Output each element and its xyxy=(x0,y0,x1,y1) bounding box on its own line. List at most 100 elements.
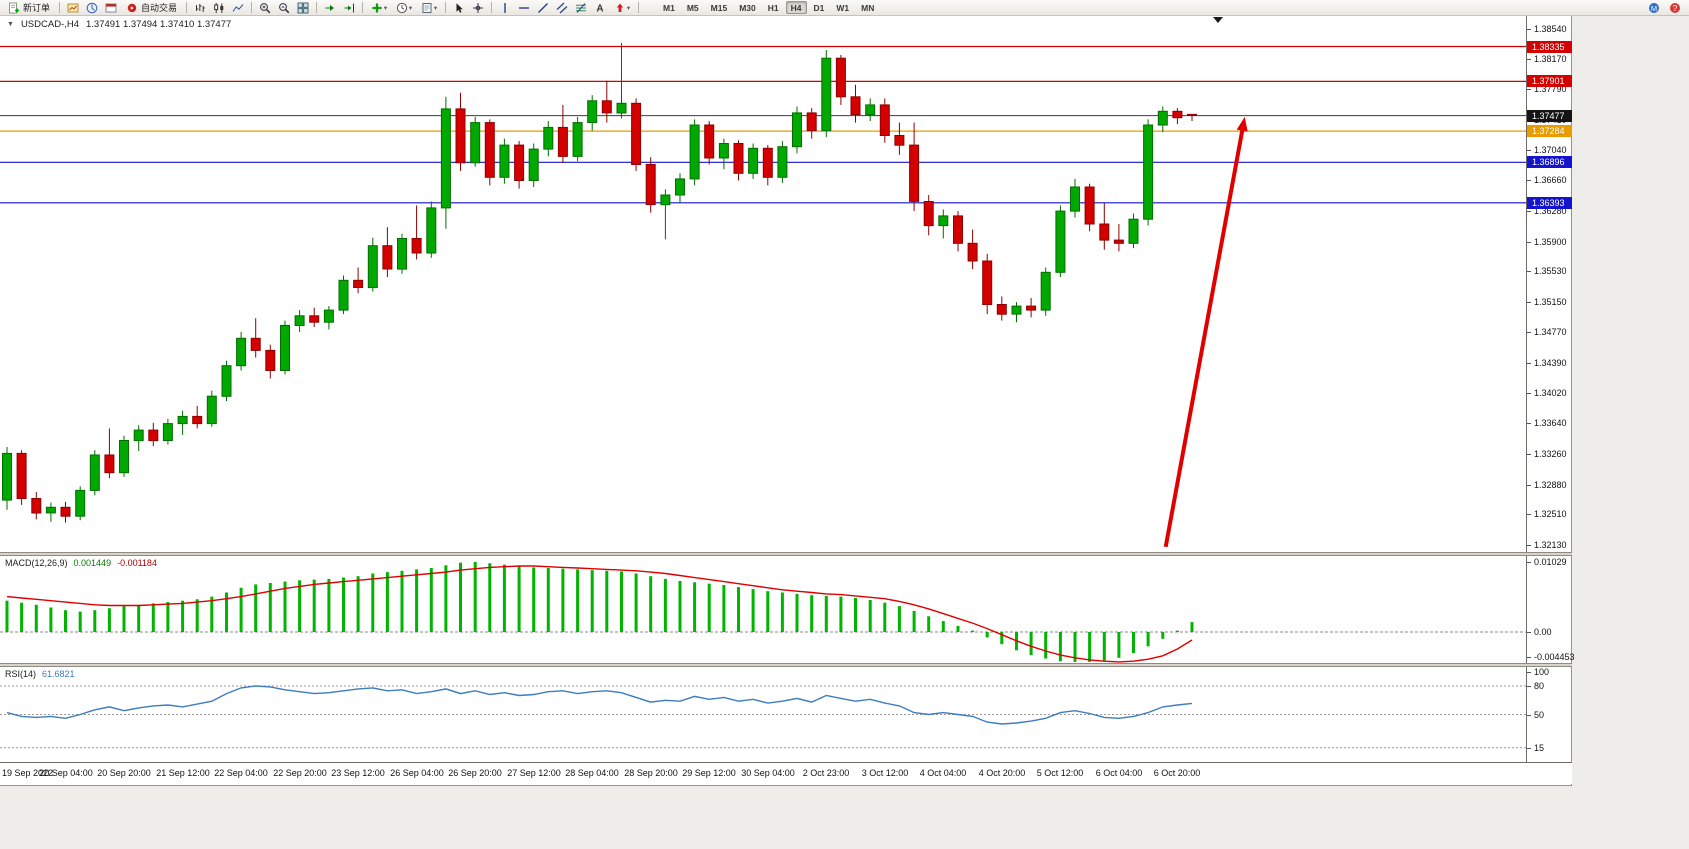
svg-text:A: A xyxy=(596,3,603,13)
timeframe-m30-button[interactable]: M30 xyxy=(734,1,761,14)
draw-text-button[interactable]: A xyxy=(591,1,609,15)
macd-name: MACD(12,26,9) xyxy=(5,558,68,568)
help-button[interactable]: ? xyxy=(1666,1,1684,15)
new-order-icon xyxy=(8,2,20,14)
candle-chart-mode-button[interactable] xyxy=(210,1,228,15)
macd-scale[interactable]: 0.01029 0.00 -0.004453 xyxy=(1526,556,1575,663)
draw-trendline-button[interactable] xyxy=(534,1,552,15)
timeframe-m15-button[interactable]: M15 xyxy=(706,1,733,14)
time-label: 29 Sep 12:00 xyxy=(682,768,736,778)
templates-icon xyxy=(421,2,433,14)
auto-scroll-button[interactable] xyxy=(321,1,339,15)
chart-window-usdcad: ▼ USDCAD-,H4 1.37491 1.37494 1.37410 1.3… xyxy=(0,16,1575,786)
price-tick: 1.34390 xyxy=(1527,359,1567,368)
macd-panel[interactable]: MACD(12,26,9) 0.001449 -0.001184 xyxy=(0,556,1526,663)
tile-windows-button[interactable] xyxy=(294,1,312,15)
timeframe-d1-button[interactable]: D1 xyxy=(809,1,830,14)
price-level-badge: 1.37477 xyxy=(1527,110,1572,122)
zoom-in-icon xyxy=(259,2,271,14)
price-level-badge: 1.36896 xyxy=(1527,156,1572,168)
macd-tick: 0.00 xyxy=(1527,628,1552,637)
price-tick: 1.33640 xyxy=(1527,419,1567,428)
chart-shift-button[interactable] xyxy=(340,1,358,15)
toolbar-separator xyxy=(186,2,188,13)
price-tick: 1.32510 xyxy=(1527,510,1567,519)
price-tick: 1.35530 xyxy=(1527,267,1567,276)
candlestick-plot[interactable] xyxy=(0,16,1526,552)
draw-fibonacci-button[interactable] xyxy=(572,1,590,15)
toolbar-separator xyxy=(251,2,253,13)
candlestick-chart[interactable]: ▼ USDCAD-,H4 1.37491 1.37494 1.37410 1.3… xyxy=(0,16,1526,552)
toolbar-separator xyxy=(491,2,493,13)
crosshair-mode-button[interactable] xyxy=(469,1,487,15)
templates-button[interactable]: ▾ xyxy=(417,1,441,15)
draw-horizontal-line-button[interactable] xyxy=(515,1,533,15)
new-order-button[interactable]: 新订单 xyxy=(3,1,55,15)
zoom-in-button[interactable] xyxy=(256,1,274,15)
line-chart-icon xyxy=(232,2,244,14)
rsi-panel[interactable]: RSI(14) 61.6821 xyxy=(0,667,1526,762)
timeframe-m5-button[interactable]: M5 xyxy=(682,1,704,14)
ohlc-values: 1.37491 1.37494 1.37410 1.37477 xyxy=(86,19,232,30)
fibonacci-icon xyxy=(575,2,587,14)
rsi-tick: 15 xyxy=(1527,744,1544,753)
text-label-icon: A xyxy=(594,2,606,13)
timeframe-h1-button[interactable]: H1 xyxy=(763,1,784,14)
zoom-out-button[interactable] xyxy=(275,1,293,15)
time-label: 3 Oct 12:00 xyxy=(861,768,909,778)
draw-vertical-line-button[interactable] xyxy=(496,1,514,15)
time-label: 6 Oct 20:00 xyxy=(1153,768,1201,778)
price-scale[interactable]: 1.385401.381701.377901.374101.370401.366… xyxy=(1526,16,1572,552)
timeframe-mn-button[interactable]: MN xyxy=(856,1,879,14)
chevron-down-icon: ▾ xyxy=(626,4,631,12)
price-tick: 1.38540 xyxy=(1527,25,1567,34)
navigator-button[interactable] xyxy=(83,1,101,15)
periods-button[interactable]: ▾ xyxy=(392,1,416,15)
timeframe-h4-button[interactable]: H4 xyxy=(785,1,807,14)
timeframe-m1-button[interactable]: M1 xyxy=(658,1,680,14)
market-watch-button[interactable] xyxy=(64,1,82,15)
rsi-row: RSI(14) 61.6821 100 80 50 15 xyxy=(0,667,1572,762)
channel-icon xyxy=(556,2,568,14)
chevron-down-icon: ▾ xyxy=(408,4,413,12)
terminal-button[interactable] xyxy=(102,1,120,15)
price-tick: 1.37040 xyxy=(1527,146,1567,155)
rsi-name: RSI(14) xyxy=(5,669,37,679)
time-label: 5 Oct 12:00 xyxy=(1036,768,1084,778)
macd-value: 0.001449 xyxy=(73,558,112,568)
time-label: 22 Sep 20:00 xyxy=(273,768,327,778)
rsi-plot[interactable] xyxy=(0,667,1526,762)
time-label: 4 Oct 20:00 xyxy=(978,768,1026,778)
time-axis[interactable]: 19 Sep 2022 20 Sep 04:00 20 Sep 20:00 21 Se… xyxy=(0,762,1572,784)
rsi-scale[interactable]: 100 80 50 15 xyxy=(1526,667,1571,762)
macd-plot[interactable] xyxy=(0,556,1526,663)
draw-arrows-button[interactable]: ▾ xyxy=(610,1,634,15)
chart-dropdown-icon[interactable]: ▼ xyxy=(7,21,14,28)
time-label: 26 Sep 04:00 xyxy=(390,768,444,778)
panel-splitter[interactable] xyxy=(0,663,1572,667)
panel-splitter[interactable] xyxy=(0,552,1572,556)
toolbar: 新订单 自动交易 ▾ ▾ ▾ A ▾ M1 M5 M15 M30 H1 H4 D1 W1 MN M? xyxy=(0,0,1689,16)
macd-row: MACD(12,26,9) 0.001449 -0.001184 0.01029… xyxy=(0,556,1575,663)
chart-shift-marker[interactable] xyxy=(1213,17,1223,23)
toolbar-separator xyxy=(638,2,640,13)
cursor-mode-button[interactable] xyxy=(450,1,468,15)
svg-text:?: ? xyxy=(1673,3,1678,12)
new-order-label: 新订单 xyxy=(23,3,51,13)
auto-trading-button[interactable]: 自动交易 xyxy=(121,1,182,15)
crosshair-icon xyxy=(472,2,484,14)
macd-tick: 0.01029 xyxy=(1527,558,1567,567)
zoom-out-icon xyxy=(278,2,290,14)
draw-channel-button[interactable] xyxy=(553,1,571,15)
line-chart-mode-button[interactable] xyxy=(229,1,247,15)
symbol-period-label: USDCAD-,H4 xyxy=(20,19,79,30)
main-chart-row: ▼ USDCAD-,H4 1.37491 1.37494 1.37410 1.3… xyxy=(0,16,1572,552)
auto-trading-icon xyxy=(126,2,138,14)
time-label: 26 Sep 20:00 xyxy=(448,768,502,778)
macd-signal-value: -0.001184 xyxy=(117,558,157,568)
timeframe-w1-button[interactable]: W1 xyxy=(831,1,854,14)
rsi-tick: 100 xyxy=(1527,668,1549,677)
indicators-button[interactable]: ▾ xyxy=(367,1,391,15)
community-button[interactable]: M xyxy=(1645,1,1663,15)
bar-chart-mode-button[interactable] xyxy=(191,1,209,15)
